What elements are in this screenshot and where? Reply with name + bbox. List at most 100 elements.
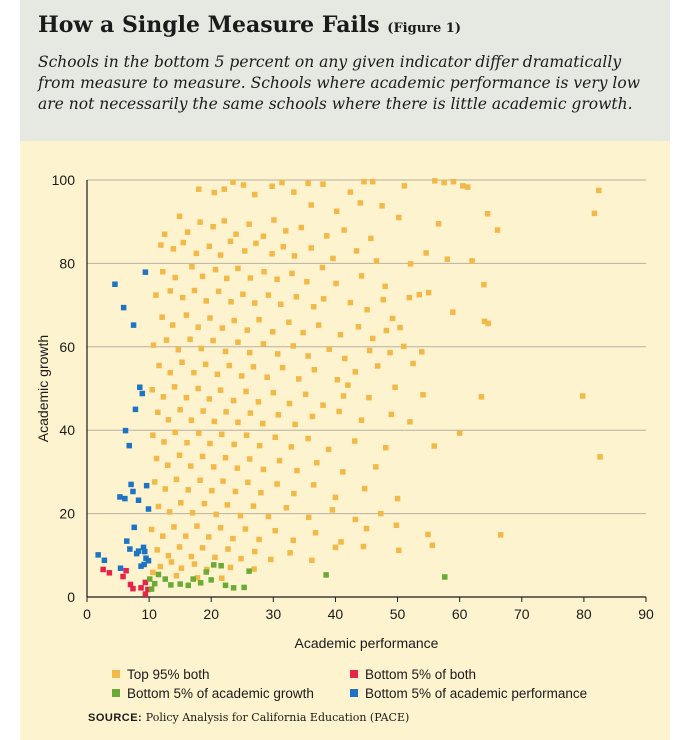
point-top-95 bbox=[214, 371, 221, 378]
point-top-95 bbox=[441, 179, 447, 186]
point-top-95 bbox=[392, 384, 398, 390]
point-top-95 bbox=[253, 240, 259, 247]
point-top-95 bbox=[338, 539, 344, 545]
point-top-95 bbox=[497, 532, 504, 538]
point-top-95 bbox=[161, 439, 167, 445]
point-bottom-both bbox=[106, 570, 113, 576]
point-top-95 bbox=[333, 280, 339, 287]
point-top-95 bbox=[366, 394, 372, 401]
point-top-95 bbox=[247, 275, 254, 281]
point-top-95 bbox=[315, 322, 322, 328]
point-top-95 bbox=[215, 288, 222, 295]
point-top-95 bbox=[237, 512, 244, 519]
point-bottom-performance bbox=[126, 442, 132, 449]
point-top-95 bbox=[278, 301, 284, 308]
point-top-95 bbox=[161, 231, 168, 237]
y-tick-label: 20 bbox=[59, 506, 75, 522]
point-bottom-growth bbox=[442, 574, 448, 580]
x-tick-label: 60 bbox=[452, 606, 468, 622]
point-top-95 bbox=[382, 283, 388, 290]
point-top-95 bbox=[173, 476, 180, 483]
point-top-95 bbox=[261, 268, 267, 275]
point-top-95 bbox=[469, 258, 475, 264]
point-top-95 bbox=[450, 309, 456, 315]
point-bottom-growth bbox=[155, 571, 162, 578]
point-top-95 bbox=[484, 211, 491, 217]
point-bottom-growth bbox=[218, 562, 224, 569]
point-top-95 bbox=[291, 490, 297, 497]
point-top-95 bbox=[187, 463, 194, 469]
point-bottom-performance bbox=[112, 281, 118, 287]
point-top-95 bbox=[274, 481, 280, 487]
point-top-95 bbox=[450, 178, 457, 185]
point-top-95 bbox=[363, 525, 370, 532]
point-top-95 bbox=[165, 417, 172, 423]
y-axis-label: Academic growth bbox=[35, 335, 51, 442]
point-top-95 bbox=[175, 346, 182, 353]
point-top-95 bbox=[168, 559, 175, 565]
point-top-95 bbox=[232, 488, 239, 495]
point-top-95 bbox=[270, 389, 277, 396]
x-tick-label: 0 bbox=[83, 606, 91, 622]
point-top-95 bbox=[162, 486, 169, 492]
point-bottom-both bbox=[142, 579, 149, 586]
point-top-95 bbox=[260, 466, 267, 473]
point-top-95 bbox=[311, 366, 318, 373]
x-tick-label: 50 bbox=[390, 606, 406, 622]
point-top-95 bbox=[425, 531, 431, 538]
point-top-95 bbox=[420, 392, 426, 398]
point-bottom-performance bbox=[127, 546, 133, 552]
point-bottom-performance bbox=[142, 269, 149, 275]
point-top-95 bbox=[264, 374, 270, 380]
point-top-95 bbox=[238, 373, 245, 379]
point-top-95 bbox=[228, 299, 234, 305]
point-top-95 bbox=[176, 544, 183, 550]
point-top-95 bbox=[320, 402, 326, 408]
point-top-95 bbox=[407, 419, 413, 425]
point-top-95 bbox=[200, 408, 206, 414]
point-bottom-growth bbox=[185, 582, 191, 589]
point-top-95 bbox=[393, 522, 400, 529]
legend-item-top: Top 95% both bbox=[112, 667, 210, 682]
point-bottom-performance bbox=[122, 427, 129, 434]
point-top-95 bbox=[231, 317, 237, 324]
point-top-95 bbox=[364, 306, 370, 313]
y-tick-label: 100 bbox=[52, 172, 76, 188]
point-top-95 bbox=[361, 178, 367, 185]
point-top-95 bbox=[196, 430, 202, 436]
point-top-95 bbox=[251, 566, 257, 572]
point-bottom-performance bbox=[143, 482, 150, 489]
point-top-95 bbox=[187, 336, 193, 343]
point-bottom-performance bbox=[95, 552, 101, 558]
point-top-95 bbox=[243, 388, 249, 395]
point-top-95 bbox=[150, 569, 156, 576]
point-top-95 bbox=[233, 231, 239, 237]
point-top-95 bbox=[260, 341, 267, 347]
point-top-95 bbox=[291, 253, 298, 259]
source-text: Policy Analysis for California Education… bbox=[145, 711, 410, 724]
point-top-95 bbox=[151, 479, 158, 485]
point-top-95 bbox=[189, 263, 195, 270]
point-top-95 bbox=[333, 208, 340, 215]
point-top-95 bbox=[383, 327, 390, 334]
point-top-95 bbox=[374, 363, 381, 369]
point-top-95 bbox=[179, 294, 186, 301]
point-top-95 bbox=[432, 178, 438, 184]
point-top-95 bbox=[456, 430, 463, 436]
point-top-95 bbox=[347, 299, 354, 306]
point-top-95 bbox=[217, 525, 224, 531]
point-bottom-growth bbox=[146, 576, 153, 582]
point-top-95 bbox=[178, 500, 184, 506]
chart-title: How a Single Measure Fails (Figure 1) bbox=[38, 12, 461, 38]
point-top-95 bbox=[336, 408, 342, 415]
point-top-95 bbox=[276, 457, 283, 464]
point-top-95 bbox=[230, 179, 236, 185]
point-top-95 bbox=[460, 183, 466, 189]
point-bottom-performance bbox=[124, 538, 130, 544]
point-bottom-growth bbox=[222, 582, 229, 589]
point-top-95 bbox=[269, 183, 275, 190]
point-top-95 bbox=[394, 495, 401, 502]
point-top-95 bbox=[283, 505, 290, 511]
x-tick-label: 90 bbox=[638, 606, 654, 622]
point-top-95 bbox=[340, 393, 347, 399]
